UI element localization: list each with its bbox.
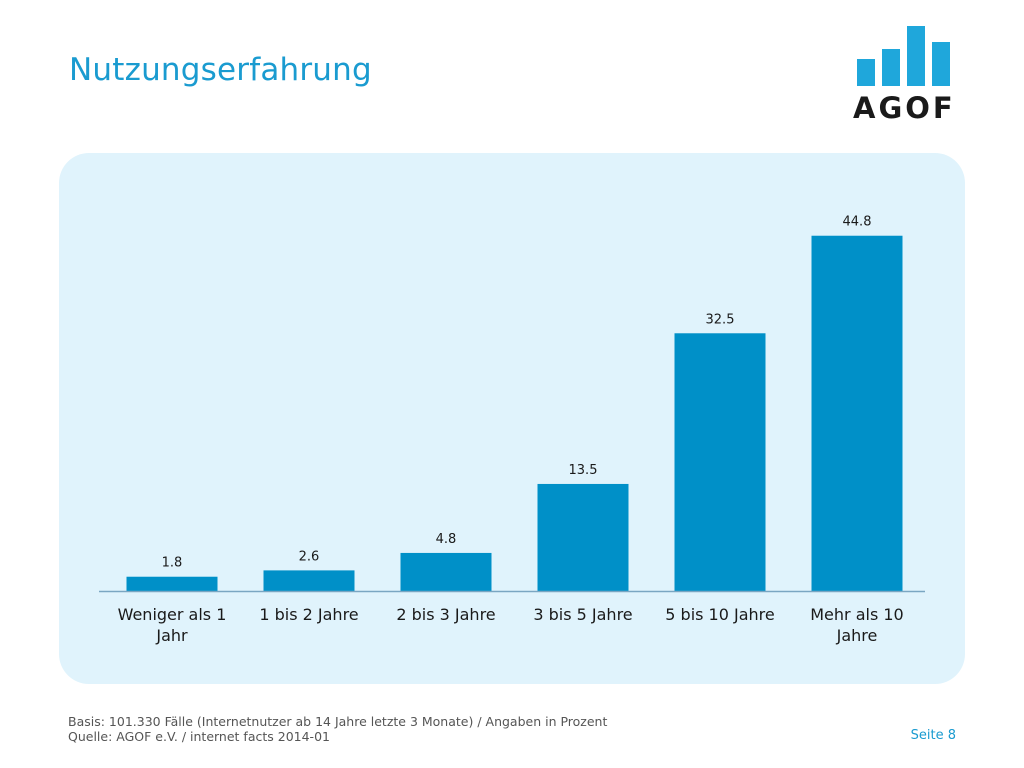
category-label-4: 5 bis 10 Jahre (665, 605, 775, 624)
bar-4 (674, 333, 766, 591)
category-label-1: 1 bis 2 Jahre (259, 605, 359, 624)
category-label-2: 2 bis 3 Jahre (396, 605, 496, 624)
agof-logo: AGOF (850, 24, 960, 125)
page-title: Nutzungserfahrung (69, 52, 372, 88)
data-label-4: 32.5 (706, 312, 735, 327)
logo-bar (907, 26, 925, 86)
page-number: Seite 8 (910, 728, 956, 743)
logo-bar (857, 59, 875, 86)
data-label-5: 44.8 (843, 215, 872, 230)
category-label-3: 3 bis 5 Jahre (533, 605, 633, 624)
footer-source: Quelle: AGOF e.V. / internet facts 2014-… (68, 729, 330, 744)
category-label-5: Mehr als 10 Jahre (810, 605, 904, 645)
bar-5 (811, 235, 903, 591)
footer-notes: Basis: 101.330 Fälle (Internetnutzer ab … (68, 714, 607, 744)
logo-wordmark: AGOF (853, 91, 956, 125)
bar-0 (126, 576, 218, 591)
logo-bar (932, 42, 950, 86)
footer-basis: Basis: 101.330 Fälle (Internetnutzer ab … (68, 714, 608, 729)
bar-3 (537, 483, 629, 591)
data-label-0: 1.8 (162, 556, 183, 571)
logo-bar (882, 49, 900, 86)
data-label-3: 13.5 (569, 463, 598, 478)
bar-2 (400, 552, 492, 591)
data-label-2: 4.8 (436, 532, 457, 547)
data-label-1: 2.6 (299, 549, 320, 564)
bar-chart: 1.8 2.6 4.8 13.5 32.5 44.8 (99, 215, 925, 593)
category-label-0: Weniger als 1 Jahr (117, 605, 227, 645)
bar-1 (263, 570, 355, 591)
